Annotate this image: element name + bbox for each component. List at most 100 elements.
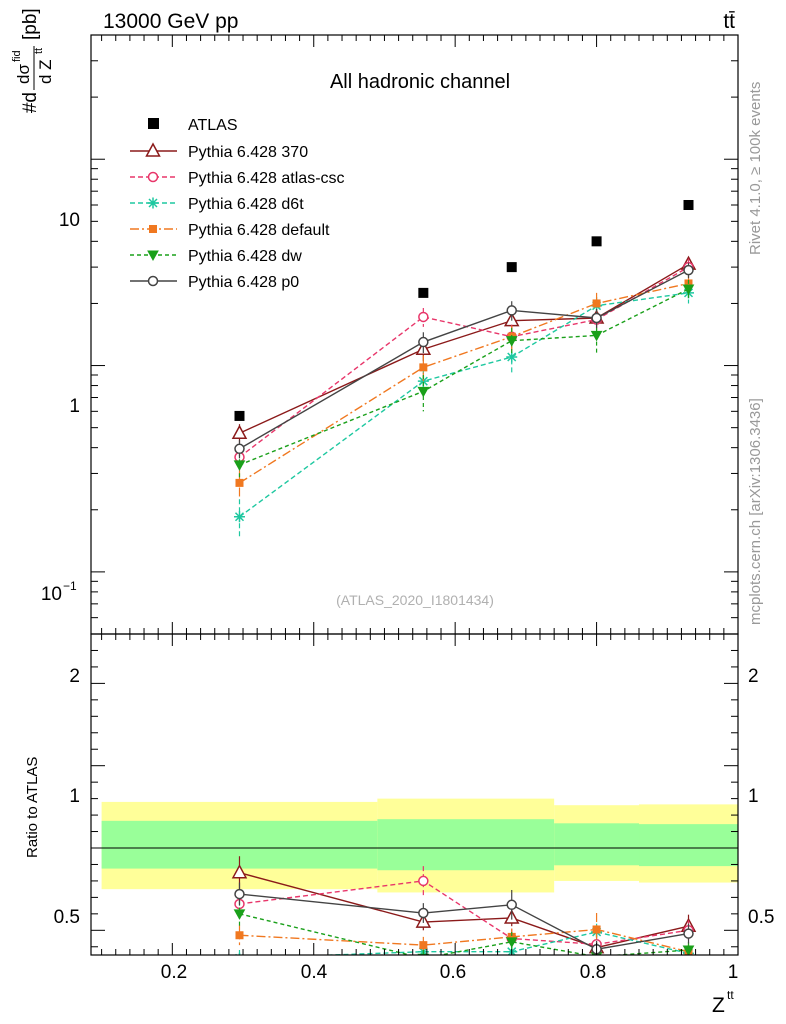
ratio-point-3-2 [507, 932, 516, 941]
legend-label-3: Pythia 6.428 default [188, 222, 330, 239]
legend-marker-2 [147, 197, 159, 209]
series-point-3-0 [235, 478, 244, 487]
series-line-0 [239, 263, 689, 434]
ratio-tick-label-2-right: 2 [748, 666, 759, 687]
ratio-point-4-4 [682, 945, 695, 955]
xlabel-sup: tt [727, 988, 734, 1002]
series-point-2-1 [417, 375, 429, 387]
ratio-point-5-1 [418, 907, 429, 919]
legend-label-atlas: ATLAS [188, 117, 238, 134]
ratio-band-green-1 [377, 819, 555, 871]
series-point-5-3 [591, 312, 602, 324]
ratio-point-3-1 [419, 941, 428, 950]
series-4 [233, 279, 695, 480]
ylabel-denominator: d Z [36, 59, 55, 84]
y-axis-label: #d dσ fid d Z tt [pb] [11, 8, 55, 113]
ratio-point-3-0 [235, 931, 244, 940]
legend-marker-1 [147, 171, 159, 183]
xlabel-main: Z [712, 994, 725, 1017]
svg-text:d Z: d Z [36, 59, 55, 84]
ratio-point-5-4 [683, 928, 694, 939]
svg-text:tt: tt [33, 48, 45, 54]
frames [90, 34, 739, 956]
legend-marker-0 [145, 142, 161, 157]
ratio-series-4 [233, 900, 695, 955]
x-tick-label-0.6: 0.6 [440, 962, 466, 983]
legend-label-2: Pythia 6.428 d6t [188, 196, 304, 213]
ratio-tick-label-1-left: 1 [69, 786, 80, 807]
x-tick-label-1: 1 [728, 962, 739, 983]
series-point-5-2 [506, 305, 517, 316]
svg-text:10: 10 [41, 584, 62, 605]
series-5 [234, 262, 694, 459]
y-tick-label-1: 1 [69, 396, 80, 417]
series-point-3-1 [419, 363, 428, 372]
ratio-series-2 [234, 923, 695, 955]
svg-text:tt: tt [727, 988, 734, 1002]
legend-marker-atlas [148, 118, 159, 129]
series-3 [235, 274, 693, 498]
svg-text:#d: #d [20, 92, 41, 113]
y-tick-label-0.1: 10 −1 [41, 579, 77, 605]
ylabel-numerator: dσ [14, 64, 33, 84]
ratio-series-5 [234, 882, 694, 955]
ylabel-num-sup: fid [11, 50, 23, 62]
series-1 [234, 258, 694, 468]
ratio-bands [91, 798, 738, 893]
series-point-5-1 [418, 336, 429, 348]
ylabel-unit: [pb] [20, 8, 41, 40]
series-point-3-3 [592, 299, 601, 308]
ylabel-den-sup: tt [33, 48, 45, 54]
ratio-tick-label-2-left: 2 [69, 666, 80, 687]
data-point-3 [591, 236, 602, 247]
chart-title: All hadronic channel [330, 71, 510, 93]
ratio-point-1-1 [418, 875, 429, 887]
ratio-point-4-2 [505, 937, 518, 948]
analysis-id: (ATLAS_2020_I1801434) [336, 592, 494, 608]
svg-text:dσ: dσ [14, 64, 33, 84]
ratio-point-5-2 [506, 899, 517, 911]
data-point-1 [418, 287, 429, 298]
series-point-4-3 [590, 330, 603, 342]
series-point-5-0 [234, 443, 245, 455]
data-layer [234, 199, 694, 421]
ratio-point-5-0 [234, 888, 245, 900]
series-point-4-1 [417, 386, 430, 398]
series-point-0-0 [231, 424, 248, 439]
legend-label-4: Pythia 6.428 dw [188, 248, 302, 265]
svg-text:[pb]: [pb] [20, 8, 41, 40]
legend: ATLAS Pythia 6.428 370 Pythia 6.428 atlas… [130, 117, 345, 291]
ratio-point-3-3 [592, 925, 601, 934]
x-axis-label: Z tt [712, 988, 734, 1017]
series-point-4-4 [682, 284, 695, 296]
ratio-tick-label-1-right: 1 [748, 786, 759, 807]
y-tick-label-10: 10 [59, 210, 80, 231]
legend-label-1: Pythia 6.428 atlas-csc [188, 170, 345, 187]
process-label: tt̄ [723, 10, 735, 33]
legend-marker-5 [147, 275, 159, 287]
series-point-2-2 [506, 351, 518, 363]
legend-label-5: Pythia 6.428 p0 [188, 274, 299, 291]
svg-text:fid: fid [11, 50, 23, 62]
ratio-tick-label-05-right: 0.5 [748, 907, 774, 928]
series-line-5 [239, 269, 689, 450]
data-point-0 [234, 410, 245, 421]
series-line-3 [239, 282, 689, 484]
ylabel-prefix: #d [20, 92, 41, 113]
energy-label: 13000 GeV pp [103, 10, 238, 33]
data-point-4 [683, 199, 694, 210]
ratio-tick-label-05-left: 0.5 [54, 907, 80, 928]
ratio-frame [90, 633, 739, 956]
x-tick-label-0.8: 0.8 [580, 962, 606, 983]
ratio-band-green-3 [639, 824, 738, 867]
ratio-point-4-0 [233, 909, 246, 920]
side-label-rivet: Rivet 4.1.0, ≥ 100k events [747, 82, 764, 255]
series-point-5-4 [683, 264, 694, 276]
series-line-4 [239, 288, 689, 466]
legend-marker-3 [149, 225, 157, 233]
svg-text:−1: −1 [63, 579, 77, 593]
x-tick-label-0.4: 0.4 [301, 962, 328, 983]
side-label-mcplots: mcplots.cern.ch [arXiv:1306.3436] [747, 398, 764, 625]
legend-label-0: Pythia 6.428 370 [188, 144, 308, 161]
